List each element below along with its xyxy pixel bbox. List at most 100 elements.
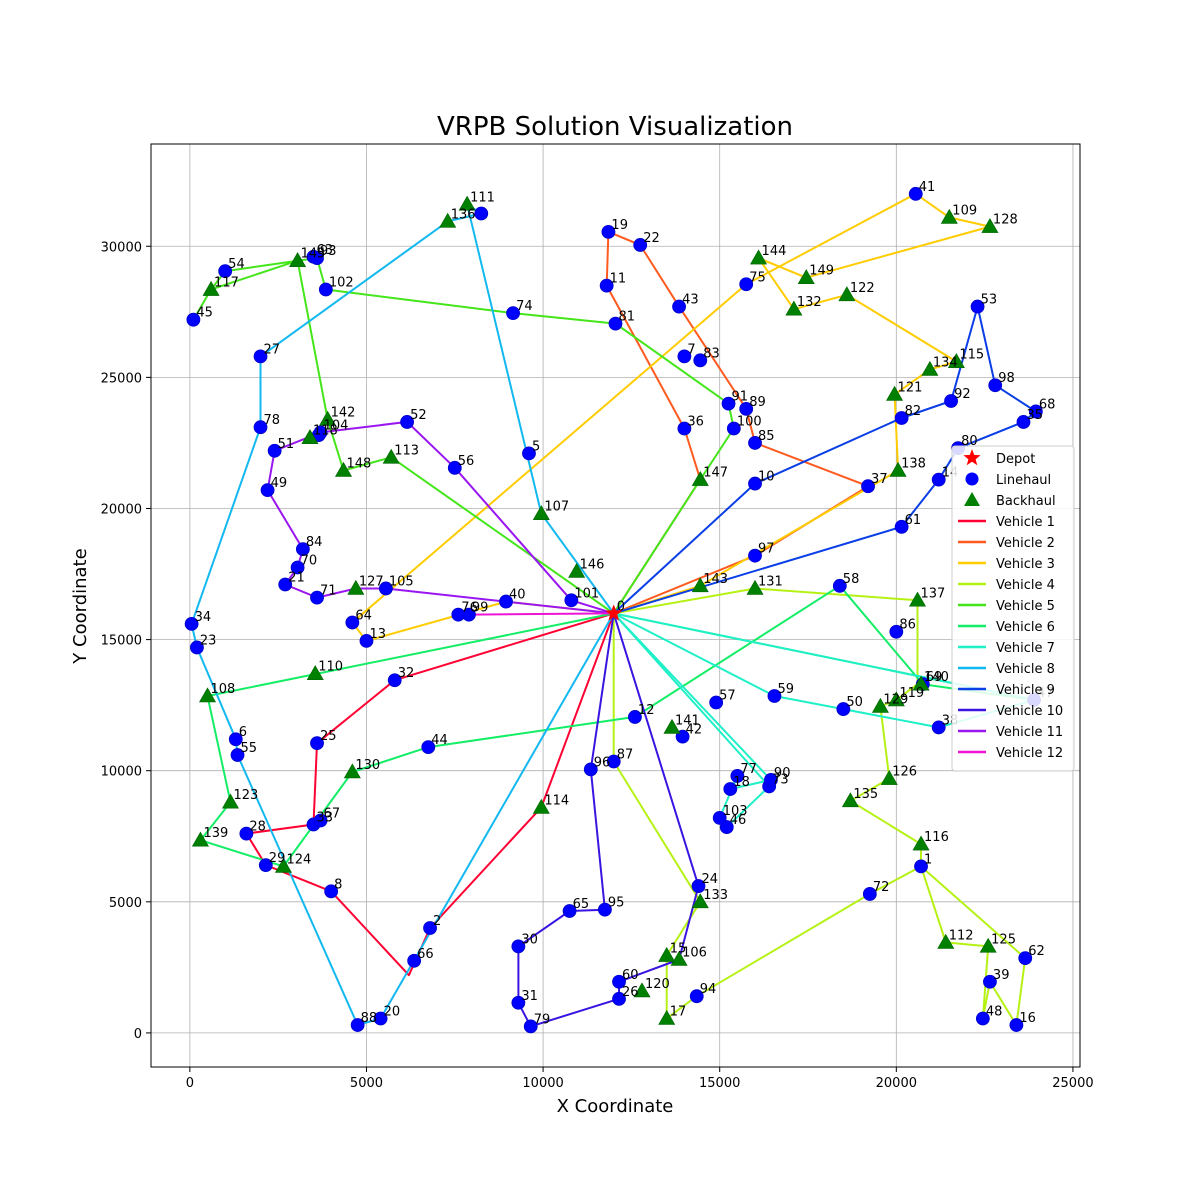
linehaul-marker bbox=[598, 902, 612, 917]
legend-marker-linehaul bbox=[965, 472, 979, 486]
node-label: 149 bbox=[809, 264, 834, 279]
linehaul-marker bbox=[712, 810, 727, 825]
node-label: 114 bbox=[544, 793, 569, 808]
backhaul-marker bbox=[886, 385, 904, 401]
x-tick-label: 20000 bbox=[876, 1076, 917, 1091]
backhaul-marker bbox=[841, 792, 859, 808]
linehaul-marker bbox=[506, 306, 520, 321]
node-label: 89 bbox=[749, 395, 766, 410]
node-label: 36 bbox=[687, 415, 704, 430]
linehaul-marker bbox=[350, 1018, 365, 1032]
node-label: 100 bbox=[737, 415, 762, 430]
linehaul-marker bbox=[184, 616, 199, 631]
node-label: 135 bbox=[853, 787, 878, 802]
node-label: 131 bbox=[758, 574, 783, 589]
node-label: 86 bbox=[899, 618, 916, 633]
node-label: 20 bbox=[384, 1004, 401, 1019]
node-label: 118 bbox=[313, 424, 338, 439]
backhaul-marker bbox=[306, 665, 324, 680]
linehaul-marker bbox=[988, 378, 1003, 393]
linehaul-marker bbox=[764, 772, 778, 787]
node-label: 51 bbox=[278, 437, 295, 452]
linehaul-marker bbox=[606, 754, 621, 769]
backhaul-marker bbox=[940, 208, 958, 224]
linehaul-marker bbox=[1009, 1018, 1024, 1032]
linehaul-marker bbox=[447, 460, 462, 475]
node-label: 130 bbox=[355, 758, 380, 773]
linehaul-marker bbox=[931, 720, 946, 735]
node-label: 16 bbox=[1019, 1011, 1036, 1026]
node-label: 83 bbox=[703, 346, 720, 361]
linehaul-marker bbox=[1018, 951, 1033, 966]
node-label: 137 bbox=[921, 586, 946, 601]
node-label: 132 bbox=[797, 295, 822, 310]
backhaul-marker bbox=[838, 286, 856, 302]
node-label: 57 bbox=[719, 689, 736, 704]
backhaul-marker bbox=[274, 857, 292, 873]
node-label: 94 bbox=[700, 982, 717, 997]
node-label: 113 bbox=[394, 443, 419, 458]
node-label: 93 bbox=[320, 244, 337, 259]
linehaul-marker bbox=[583, 762, 598, 777]
backhaul-marker bbox=[439, 212, 457, 228]
backhaul-marker bbox=[663, 718, 681, 734]
backhaul-marker bbox=[191, 831, 209, 847]
backhaul-marker bbox=[912, 675, 930, 691]
node-label: 117 bbox=[214, 276, 239, 291]
linehaul-marker bbox=[739, 277, 754, 292]
backhaul-marker bbox=[746, 579, 764, 595]
linehaul-marker bbox=[677, 349, 692, 364]
node-label: 22 bbox=[643, 231, 660, 246]
node-label: 11 bbox=[610, 272, 627, 287]
backhaul-marker bbox=[981, 217, 999, 233]
node-label: 69 bbox=[926, 670, 943, 685]
linehaul-marker bbox=[983, 974, 997, 989]
node-label: 98 bbox=[998, 371, 1015, 386]
linehaul-marker bbox=[748, 476, 762, 491]
backhaul-marker bbox=[871, 697, 889, 713]
backhaul-marker bbox=[658, 946, 676, 962]
node-label: 134 bbox=[933, 356, 958, 371]
linehaul-marker bbox=[499, 594, 513, 609]
backhaul-marker bbox=[221, 793, 239, 809]
node-label: 5 bbox=[532, 439, 540, 454]
linehaul-marker bbox=[601, 224, 616, 239]
legend-entry-label: Vehicle 4 bbox=[996, 578, 1055, 593]
node-label: 139 bbox=[203, 826, 228, 841]
node-label: 61 bbox=[905, 513, 922, 528]
linehaul-marker bbox=[373, 1011, 388, 1026]
node-label: 142 bbox=[331, 405, 356, 420]
legend-entry-label: Backhaul bbox=[996, 494, 1056, 509]
node-label: 34 bbox=[195, 610, 212, 625]
node-label: 105 bbox=[389, 574, 414, 589]
linehaul-marker bbox=[378, 581, 393, 596]
linehaul-marker bbox=[562, 904, 577, 918]
backhaul-marker bbox=[670, 950, 688, 966]
linehaul-marker bbox=[914, 859, 928, 874]
node-label: 65 bbox=[573, 897, 590, 912]
y-tick-label: 15000 bbox=[101, 634, 142, 649]
node-label: 82 bbox=[905, 404, 922, 419]
linehaul-marker bbox=[400, 415, 414, 429]
node-label: 141 bbox=[675, 713, 700, 728]
node-label: 91 bbox=[732, 390, 749, 405]
node-label: 128 bbox=[993, 213, 1018, 228]
node-label: 13 bbox=[369, 627, 386, 642]
node-label: 45 bbox=[196, 306, 213, 321]
linehaul-marker bbox=[258, 858, 273, 872]
node-label: 76 bbox=[461, 601, 478, 616]
node-label: 40 bbox=[509, 588, 526, 603]
backhaul-marker bbox=[319, 410, 337, 426]
node-label: 92 bbox=[954, 387, 971, 402]
backhaul-marker bbox=[633, 982, 651, 998]
node-label: 35 bbox=[1026, 408, 1043, 423]
node-label: 96 bbox=[594, 755, 611, 770]
backhaul-marker bbox=[908, 591, 927, 607]
node-label: 30 bbox=[521, 932, 538, 947]
node-label: 123 bbox=[233, 788, 258, 803]
legend-entry-label: Vehicle 2 bbox=[996, 536, 1055, 551]
legend-entry-label: Linehaul bbox=[996, 473, 1051, 488]
node-label: 37 bbox=[871, 472, 888, 487]
node-label: 29 bbox=[269, 851, 286, 866]
node-label: 59 bbox=[777, 682, 794, 697]
